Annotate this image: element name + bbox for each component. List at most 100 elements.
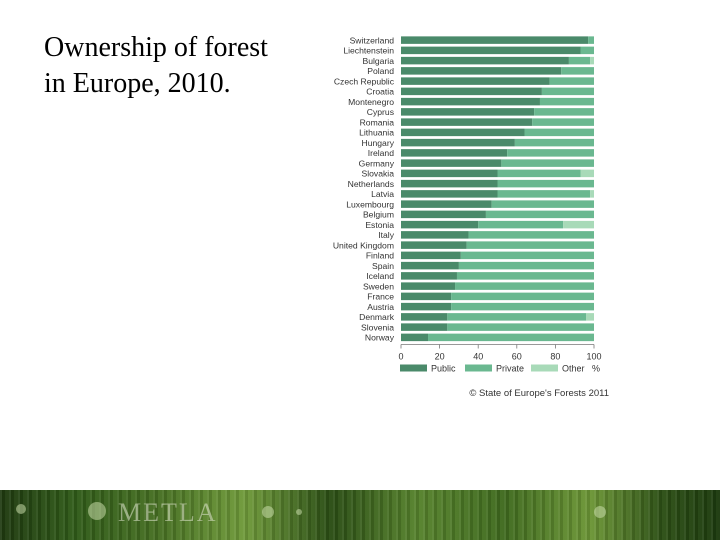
category-label: Italy <box>378 230 394 240</box>
category-label: Iceland <box>366 271 394 281</box>
category-label: Sweden <box>363 281 394 291</box>
bar-private-estonia <box>478 220 564 229</box>
bar-other-estonia <box>563 220 594 229</box>
bar-public-italy <box>401 231 469 239</box>
category-label: Netherlands <box>348 179 394 189</box>
bar-private-switzerland <box>588 36 594 44</box>
bar-private-latvia <box>497 190 591 198</box>
category-label: Austria <box>367 302 394 312</box>
ownership-chart: SwitzerlandLiechtensteinBulgariaPolandCz… <box>333 35 609 399</box>
bar-private-iceland <box>456 272 594 280</box>
source-credit: © State of Europe's Forests 2011 <box>469 388 609 399</box>
bar-private-poland <box>561 67 594 75</box>
category-label: Slovakia <box>362 169 395 179</box>
bars-layer <box>401 36 594 342</box>
bar-public-latvia <box>401 190 498 198</box>
bar-private-luxembourg <box>491 200 594 208</box>
footer-banner: METLA <box>0 490 720 540</box>
category-label: Ireland <box>368 148 394 158</box>
bar-private-germany <box>501 159 594 167</box>
bar-private-austria <box>451 302 594 311</box>
bar-private-ireland <box>507 149 594 157</box>
bar-private-finland <box>460 251 594 260</box>
bar-public-austria <box>401 302 452 311</box>
bar-public-ireland <box>401 149 508 157</box>
x-unit-label: % <box>592 364 600 374</box>
bar-other-bulgaria <box>590 56 594 65</box>
bar-public-czech-republic <box>401 77 550 85</box>
bar-public-sweden <box>401 282 456 290</box>
footer-texture <box>0 490 720 540</box>
bar-public-slovenia <box>401 323 448 331</box>
category-label: Cyprus <box>367 107 394 117</box>
category-label: Germany <box>359 158 395 168</box>
x-tick-label: 0 <box>398 352 403 362</box>
bar-public-croatia <box>401 87 542 96</box>
category-label: Slovenia <box>361 322 394 332</box>
slide-title-line-1: Ownership of forest <box>44 32 268 63</box>
category-label: Luxembourg <box>346 199 394 209</box>
bar-private-liechtenstein <box>580 46 594 55</box>
bar-public-lithuania <box>401 128 525 137</box>
bar-public-norway <box>401 333 429 342</box>
slide-title: Ownership of forest in Europe, 2010. <box>44 30 324 102</box>
legend: Public Private Other <box>400 364 585 374</box>
bar-private-czech-republic <box>549 77 594 85</box>
category-label: Estonia <box>365 220 394 230</box>
bar-public-finland <box>401 251 461 260</box>
bar-public-luxembourg <box>401 200 492 208</box>
category-label: Norway <box>365 333 395 343</box>
bar-other-latvia <box>590 190 594 198</box>
category-label: Denmark <box>359 312 395 322</box>
bar-private-sweden <box>455 282 594 290</box>
x-tick-label: 20 <box>435 352 445 362</box>
bar-other-denmark <box>586 313 594 321</box>
category-label: Croatia <box>366 87 394 97</box>
bar-public-hungary <box>401 138 515 147</box>
metla-logo: METLA <box>118 498 218 527</box>
category-label: Czech Republic <box>334 76 395 86</box>
x-tick-label: 100 <box>586 352 601 362</box>
category-label: Latvia <box>371 189 394 199</box>
bar-other-slovakia <box>580 169 594 178</box>
category-label: Poland <box>367 66 394 76</box>
bar-private-united-kingdom <box>466 241 594 249</box>
category-label: Switzerland <box>350 35 395 45</box>
category-label: Belgium <box>363 210 394 220</box>
bar-public-iceland <box>401 272 457 280</box>
category-label: Finland <box>366 251 394 261</box>
bar-public-estonia <box>401 220 479 229</box>
bar-public-cyprus <box>401 108 535 116</box>
footer-orb-5 <box>16 504 26 514</box>
bar-private-croatia <box>541 87 594 96</box>
bar-public-belgium <box>401 210 486 219</box>
slide-title-line-2: in Europe, 2010. <box>44 68 231 99</box>
bar-public-united-kingdom <box>401 241 467 249</box>
bar-private-montenegro <box>539 97 594 106</box>
bar-public-montenegro <box>401 97 540 106</box>
bar-private-bulgaria <box>568 56 591 65</box>
bar-public-switzerland <box>401 36 589 44</box>
footer-orb-1 <box>88 502 106 520</box>
category-label: United Kingdom <box>333 240 394 250</box>
bar-public-liechtenstein <box>401 46 581 55</box>
bar-private-denmark <box>447 313 587 321</box>
bar-private-slovakia <box>497 169 581 178</box>
legend-label-public: Public <box>431 364 456 374</box>
bar-private-italy <box>468 231 594 239</box>
legend-label-private: Private <box>496 364 524 374</box>
legend-swatch-public <box>400 364 427 372</box>
category-label: France <box>367 292 394 302</box>
category-label: Hungary <box>362 138 395 148</box>
x-tick-label: 80 <box>550 352 560 362</box>
legend-swatch-private <box>465 364 492 372</box>
bar-private-spain <box>458 261 594 270</box>
bar-public-germany <box>401 159 502 167</box>
bar-public-denmark <box>401 313 448 321</box>
legend-label-other: Other <box>562 364 585 374</box>
category-label: Spain <box>372 261 394 271</box>
bar-public-spain <box>401 261 459 270</box>
category-label: Montenegro <box>348 97 394 107</box>
category-label: Liechtenstein <box>343 46 394 56</box>
bar-private-norway <box>428 333 594 342</box>
